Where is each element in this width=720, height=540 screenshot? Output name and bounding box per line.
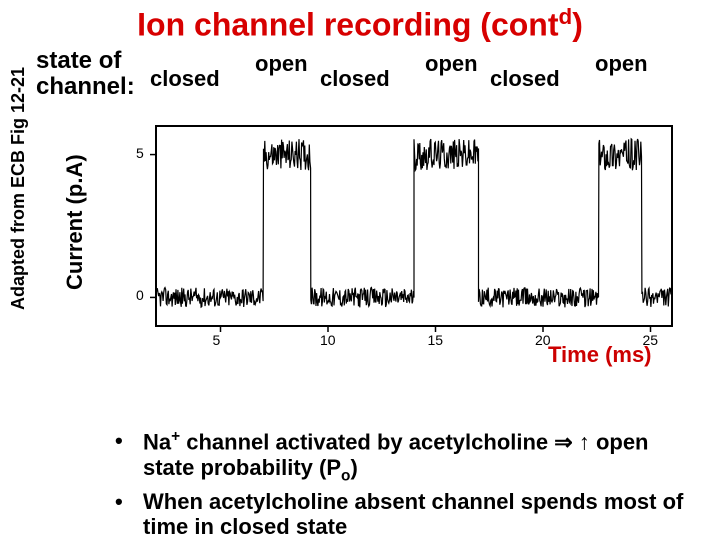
state-line1: state of — [36, 48, 135, 74]
state-word-1: open — [255, 52, 308, 76]
y-tick-label: 0 — [136, 287, 144, 303]
state-word-3: open — [425, 52, 478, 76]
state-word-2: closed — [320, 67, 390, 91]
state-word-4: closed — [490, 67, 560, 91]
bullet-dot: • — [115, 428, 143, 485]
state-word-5: open — [595, 52, 648, 76]
current-trace-chart — [118, 118, 678, 353]
x-tick-label: 10 — [320, 332, 336, 348]
bullet-text: Na+ channel activated by acetylcholine ⇒… — [143, 428, 695, 485]
title-c: ) — [572, 7, 583, 43]
bullet-dot: • — [115, 489, 143, 540]
x-tick-label: 5 — [213, 332, 221, 348]
state-of-channel-label: state of channel: — [36, 48, 135, 101]
page-title: Ion channel recording (contd) — [0, 4, 720, 44]
x-tick-label: 15 — [428, 332, 444, 348]
adapted-from-label: Adapted from ECB Fig 12-21 — [8, 67, 29, 310]
title-sup: d — [559, 4, 573, 29]
time-axis-label: Time (ms) — [548, 342, 652, 368]
y-axis-label: Current (p.A) — [62, 154, 88, 290]
state-word-0: closed — [150, 67, 220, 91]
title-a: Ion channel recording (cont — [137, 7, 558, 43]
state-line2: channel: — [36, 74, 135, 100]
x-tick-label: 20 — [535, 332, 551, 348]
bullet-text: When acetylcholine absent channel spends… — [143, 489, 695, 540]
chart-svg — [120, 120, 680, 355]
bullet-list: •Na+ channel activated by acetylcholine … — [115, 428, 695, 540]
bullet-row-0: •Na+ channel activated by acetylcholine … — [115, 428, 695, 485]
x-tick-label: 25 — [643, 332, 659, 348]
y-tick-label: 5 — [136, 145, 144, 161]
bullet-row-1: •When acetylcholine absent channel spend… — [115, 489, 695, 540]
